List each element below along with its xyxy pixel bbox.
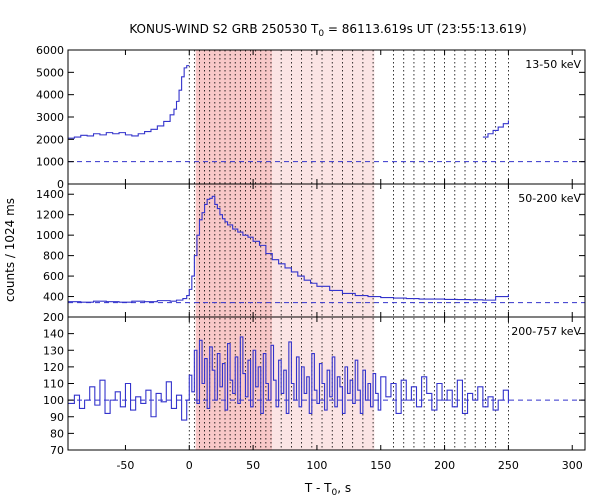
- x-tick-label: -50: [116, 459, 134, 472]
- y-tick-label: 3000: [36, 111, 64, 124]
- y-tick-label: 90: [50, 411, 64, 424]
- y-tick-label: 800: [43, 250, 64, 263]
- series-line-0: [68, 336, 509, 421]
- y-tick-label: 120: [43, 361, 64, 374]
- x-axis-label: T - T0, s: [304, 481, 351, 498]
- y-tick-label: 70: [50, 444, 64, 457]
- y-tick-label: 130: [43, 344, 64, 357]
- x-axis-label-rest: , s: [337, 481, 351, 495]
- y-tick-label: 400: [43, 291, 64, 304]
- x-axis-label-main: T - T: [304, 481, 332, 495]
- panel-energy-label: 200-757 keV: [511, 325, 581, 338]
- y-tick-label: 140: [43, 328, 64, 341]
- x-tick-label: 300: [562, 459, 583, 472]
- y-axis-label: counts / 1024 ms: [3, 198, 17, 302]
- y-tick-label: 2000: [36, 133, 64, 146]
- y-tick-label: 1400: [36, 188, 64, 201]
- y-tick-label: 100: [43, 394, 64, 407]
- panel-energy-label: 13-50 keV: [525, 58, 581, 71]
- y-tick-label: 600: [43, 270, 64, 283]
- y-tick-label: 80: [50, 427, 64, 440]
- panel-1: 200 400 600 800 1000 1200 1400 50-200 keV: [36, 183, 586, 324]
- x-tick-label: 200: [434, 459, 455, 472]
- chart-title-sub: 0: [318, 29, 324, 39]
- y-tick-label: 4000: [36, 89, 64, 102]
- chart-title: KONUS-WIND S2 GRB 250530 T0 = 86113.619s…: [129, 22, 526, 39]
- x-tick-label: 250: [498, 459, 519, 472]
- series-line-1: [482, 120, 509, 138]
- y-tick-label: 1000: [36, 229, 64, 242]
- shade-region-0: [195, 50, 273, 450]
- y-tick-label: 200: [43, 311, 64, 324]
- panel-0: 0 1000 2000 3000 4000 5000 6000 13-50 keV: [36, 44, 586, 191]
- y-tick-label: 0: [57, 178, 64, 191]
- y-tick-label: 5000: [36, 66, 64, 79]
- x-tick-label: 0: [186, 459, 193, 472]
- chart-title-main: KONUS-WIND S2 GRB 250530 T: [129, 22, 319, 36]
- chart-title-rest: = 86113.619s UT (23:55:13.619): [324, 22, 527, 36]
- series-line-0: [68, 195, 509, 303]
- panel-energy-label: 50-200 keV: [518, 192, 581, 205]
- x-tick-label: 100: [306, 459, 327, 472]
- y-tick-label: 110: [43, 378, 64, 391]
- y-tick-label: 1000: [36, 156, 64, 169]
- panel-2: 70 80 90 100 110 120 130 140 200-757 keV: [43, 316, 586, 457]
- x-tick-label: 150: [370, 459, 391, 472]
- y-tick-label: 1200: [36, 209, 64, 222]
- x-tick-label: 50: [246, 459, 260, 472]
- x-axis-label-sub: 0: [332, 488, 338, 498]
- y-tick-label: 6000: [36, 44, 64, 57]
- series-line-0: [68, 65, 190, 139]
